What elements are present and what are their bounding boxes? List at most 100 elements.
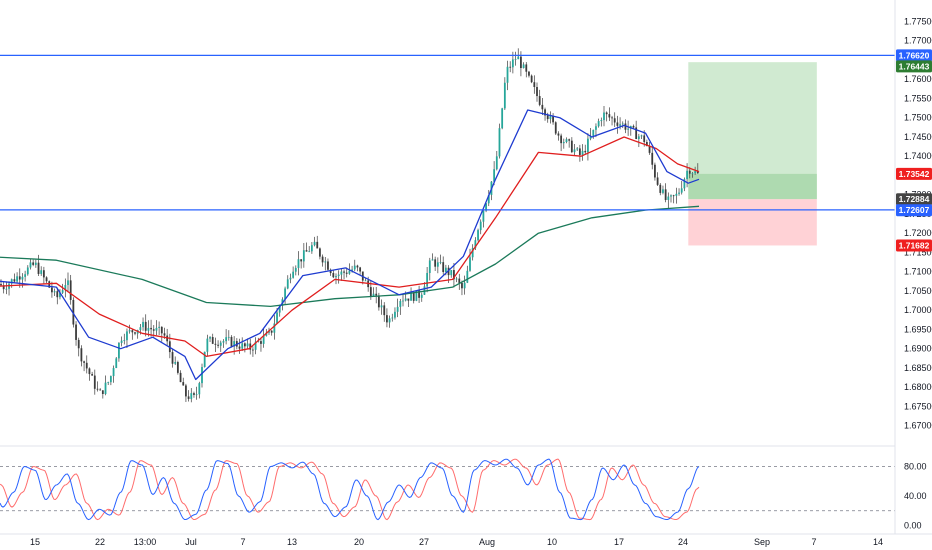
candle xyxy=(249,338,252,355)
candle xyxy=(329,268,332,276)
candle xyxy=(683,177,686,192)
candle xyxy=(18,268,21,288)
candle xyxy=(487,189,490,207)
candle xyxy=(664,183,667,203)
time-tick-label: 13 xyxy=(287,537,297,547)
candle xyxy=(372,287,375,297)
candle xyxy=(458,273,461,290)
candle xyxy=(375,286,378,304)
candle xyxy=(246,338,249,350)
candle xyxy=(471,244,474,261)
candle xyxy=(608,107,611,122)
candle xyxy=(26,265,29,276)
oscillator-axis[interactable]: 80.00 40.00 0.00 xyxy=(904,462,927,531)
candle xyxy=(51,281,53,298)
time-tick-label: 7 xyxy=(240,537,245,547)
candle xyxy=(380,299,383,315)
candle xyxy=(252,346,254,357)
candle xyxy=(99,388,102,391)
candle xyxy=(13,273,16,283)
svg-text:1.76620: 1.76620 xyxy=(899,50,930,60)
candle xyxy=(109,375,112,386)
time-tick-label: 7 xyxy=(811,537,816,547)
candle xyxy=(554,121,557,136)
time-tick-label: 22 xyxy=(95,537,105,547)
oscillator-k-line xyxy=(0,458,700,521)
candle xyxy=(77,337,80,357)
candle xyxy=(410,287,412,301)
candle xyxy=(637,133,640,148)
candle xyxy=(91,371,94,376)
candle xyxy=(651,147,654,170)
candle xyxy=(69,274,72,305)
candle xyxy=(453,263,455,288)
price-tick-label: 1.75500 xyxy=(904,93,932,103)
candle xyxy=(0,279,2,287)
candle xyxy=(241,337,244,352)
candle xyxy=(142,317,144,331)
candle xyxy=(455,276,458,283)
price-tick-label: 1.72000 xyxy=(904,228,932,238)
candle xyxy=(93,369,96,395)
candle xyxy=(394,307,396,320)
candle xyxy=(118,342,120,362)
candle xyxy=(310,242,313,254)
oscillator-pane xyxy=(0,458,895,521)
candle xyxy=(286,275,289,290)
candle xyxy=(80,345,83,367)
horizontal-lines[interactable] xyxy=(0,54,895,211)
candle xyxy=(302,243,305,268)
candle xyxy=(313,236,316,247)
candle xyxy=(190,388,193,403)
price-tick-label: 1.77500 xyxy=(904,16,932,26)
candle xyxy=(292,266,295,279)
time-axis[interactable]: 15 22 13:00 Jul 7 13 20 27 Aug 10 17 24 Sep 7 14 xyxy=(30,537,883,547)
position-tool[interactable] xyxy=(688,62,817,246)
candle xyxy=(396,298,399,318)
candle xyxy=(340,268,343,281)
candle xyxy=(439,254,442,265)
candle xyxy=(461,280,463,296)
candle xyxy=(45,276,48,284)
candle xyxy=(431,253,434,261)
oscillator-tick-label: 40.00 xyxy=(904,491,927,501)
candle xyxy=(407,298,410,308)
time-tick-label: 24 xyxy=(678,537,688,547)
price-tag: 1.76443 xyxy=(896,60,932,73)
candle xyxy=(316,235,319,249)
candle xyxy=(284,286,286,305)
time-tick-label: 15 xyxy=(30,537,40,547)
candle xyxy=(522,62,525,69)
candle xyxy=(297,251,300,276)
candle xyxy=(104,375,107,396)
candle xyxy=(308,246,311,253)
candle xyxy=(67,272,69,293)
candle xyxy=(160,326,163,342)
candle xyxy=(305,242,308,252)
candle xyxy=(482,209,485,228)
candle xyxy=(321,254,324,267)
candle xyxy=(667,192,670,209)
time-tick-label: 27 xyxy=(419,537,429,547)
candle xyxy=(29,258,32,270)
candle xyxy=(348,263,351,275)
candle xyxy=(2,281,5,294)
time-tick-label: 10 xyxy=(547,537,557,547)
candle xyxy=(654,162,656,181)
candle xyxy=(528,70,530,78)
candle xyxy=(603,105,605,127)
time-tick-label: 17 xyxy=(614,537,624,547)
candle xyxy=(402,294,404,307)
candle xyxy=(514,51,517,66)
candle xyxy=(337,270,340,284)
candle xyxy=(498,123,501,159)
candle xyxy=(616,115,619,134)
candle xyxy=(388,315,391,328)
candle xyxy=(600,117,603,127)
candle xyxy=(648,141,651,155)
candle xyxy=(37,254,40,276)
candle xyxy=(214,337,217,352)
candle xyxy=(672,194,675,204)
price-tick-label: 1.68000 xyxy=(904,382,932,392)
